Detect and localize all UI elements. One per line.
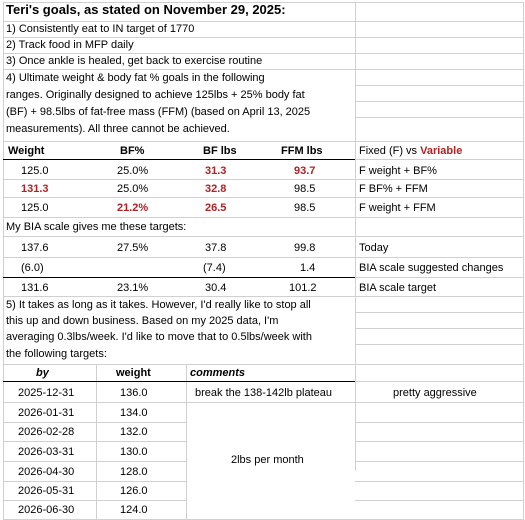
target-weight: 132.0 (120, 426, 148, 438)
target-weight: 124.0 (120, 504, 148, 516)
cell-weight: 131.3 (21, 183, 49, 195)
goal5-line: the following targets: (6, 348, 107, 360)
bia-bf-pct: 23.1% (117, 282, 149, 294)
bia-bf-lbs: (7.4) (203, 262, 226, 274)
target-weight: 130.0 (120, 446, 148, 458)
goal5-line: this up and down business. Based on my 2… (6, 315, 279, 327)
cell-bf-pct: 25.0% (117, 183, 149, 195)
target-date: 2026-01-31 (18, 407, 75, 419)
bia-ffm: 99.8 (294, 242, 316, 254)
cell-note: F weight + FFM (359, 202, 436, 214)
goal-line: 2) Track food in MFP daily (6, 39, 134, 51)
header-by: by (36, 367, 49, 379)
header-fixed-vs-variable: Fixed (F) vs Variable (359, 144, 462, 158)
target-date: 2026-05-31 (18, 485, 75, 497)
header-weight: Weight (8, 145, 45, 157)
goal-line: measurements). All three cannot be achie… (6, 123, 230, 135)
cell-bf-lbs: 26.5 (205, 202, 227, 214)
target-date: 2026-06-30 (18, 504, 75, 516)
cell-note: F weight + BF% (359, 165, 437, 177)
header-bf-lbs: BF lbs (203, 145, 237, 157)
goal5-line: 5) It takes as long as it takes. However… (6, 299, 311, 311)
header-fixed-label: Fixed (F) vs (359, 145, 421, 157)
bia-ffm: 1.4 (300, 262, 316, 274)
goal-line: 4) Ultimate weight & body fat % goals in… (6, 72, 265, 84)
bia-weight: 131.6 (21, 282, 49, 294)
comment-monthly: 2lbs per month (231, 454, 304, 466)
goal-line: ranges. Originally designed to achieve 1… (6, 89, 305, 101)
comment-aggressive: pretty aggressive (393, 387, 477, 399)
header-ffm-lbs: FFM lbs (281, 145, 323, 157)
target-weight: 136.0 (120, 387, 148, 399)
cell-bf-pct: 21.2% (117, 202, 149, 214)
target-weight: 134.0 (120, 407, 148, 419)
bia-weight: 137.6 (21, 242, 49, 254)
target-date: 2026-04-30 (18, 466, 75, 478)
bia-ffm: 101.2 (289, 282, 317, 294)
target-weight: 126.0 (120, 485, 148, 497)
cell-ffm: 98.5 (294, 183, 316, 195)
bia-intro: My BIA scale gives me these targets: (6, 221, 187, 233)
cell-bf-lbs: 31.3 (205, 165, 227, 177)
bia-weight: (6.0) (21, 262, 44, 274)
cell-bf-lbs: 32.8 (205, 183, 227, 195)
bia-bf-pct: 27.5% (117, 242, 149, 254)
bia-bf-lbs: 37.8 (205, 242, 227, 254)
header-variable-label: Variable (420, 145, 463, 157)
target-date: 2026-03-31 (18, 446, 75, 458)
goal-line: 1) Consistently eat to IN target of 1770 (6, 23, 195, 35)
target-date: 2025-12-31 (18, 387, 75, 399)
bia-note: Today (359, 242, 389, 254)
target-date: 2026-02-28 (18, 426, 75, 438)
header-target-weight: weight (116, 367, 151, 379)
page-title: Teri's goals, as stated on November 29, … (6, 2, 286, 17)
cell-weight: 125.0 (21, 165, 49, 177)
cell-ffm: 93.7 (294, 165, 316, 177)
cell-weight: 125.0 (21, 202, 49, 214)
cell-bf-pct: 25.0% (117, 165, 149, 177)
bia-note: BIA scale suggested changes (359, 262, 504, 274)
cell-ffm: 98.5 (294, 202, 316, 214)
cell-note: F BF% + FFM (359, 183, 428, 195)
comment-plateau: break the 138-142lb plateau (195, 387, 332, 399)
bia-note: BIA scale target (359, 282, 437, 294)
goal5-line: averaging 0.3lbs/week. I'd like to move … (6, 331, 312, 343)
bia-bf-lbs: 30.4 (205, 282, 227, 294)
goal-line: (BF) + 98.5lbs of fat-free mass (FFM) (b… (6, 106, 311, 118)
target-weight: 128.0 (120, 466, 148, 478)
header-comments: comments (190, 367, 246, 379)
goal-line: 3) Once ankle is healed, get back to exe… (6, 55, 263, 67)
header-bf-pct: BF% (120, 145, 145, 157)
